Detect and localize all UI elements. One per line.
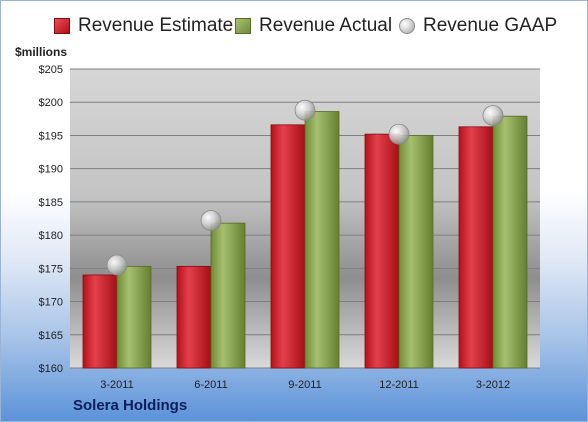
y-tick-label: $165: [39, 330, 63, 342]
bar-revenue-actual: [304, 111, 340, 369]
y-tick-label: $170: [39, 297, 63, 309]
x-axis-tick-labels: 3-2011 6-2011 9-2011 12-2011 3-2012: [100, 379, 510, 391]
legend-item-revenue-actual: Revenue Actual: [235, 15, 392, 37]
y-axis-tick-labels: $160 $165 $170 $175 $180 $185 $190 $195 $200 $205: [39, 64, 63, 375]
x-tick-label: 12-2011: [379, 379, 419, 391]
bar-revenue-estimate: [364, 133, 400, 369]
y-tick-label: $205: [39, 64, 63, 76]
legend-item-revenue-estimate: Revenue Estimate: [54, 15, 233, 37]
bar-revenue-actual: [210, 222, 246, 369]
y-axis-unit-label: $millions: [15, 45, 68, 59]
y-tick-label: $175: [39, 263, 63, 275]
legend-swatch-revenue-gaap: [399, 18, 415, 34]
bar-revenue-estimate: [458, 126, 494, 369]
y-tick-label: $195: [39, 130, 63, 142]
x-tick-label: 3-2011: [100, 379, 133, 391]
bar-revenue-estimate: [270, 124, 306, 369]
legend-item-revenue-gaap: Revenue GAAP: [399, 15, 557, 37]
gaap-markers: [106, 99, 504, 276]
bar-revenue-estimate: [176, 265, 212, 369]
x-tick-label: 3-2012: [476, 379, 510, 391]
y-tick-label: $160: [39, 363, 63, 375]
bars: [82, 111, 528, 369]
marker-revenue-gaap: [294, 99, 316, 121]
marker-revenue-gaap: [388, 123, 410, 145]
marker-revenue-gaap: [482, 105, 504, 126]
company-name: Solera Holdings: [73, 397, 188, 414]
legend-swatch-revenue-estimate: [54, 18, 70, 34]
marker-revenue-gaap: [106, 254, 128, 276]
y-tick-label: $200: [39, 97, 63, 109]
x-tick-label: 6-2011: [194, 379, 227, 391]
bar-revenue-actual: [398, 135, 434, 369]
y-tick-label: $185: [39, 197, 63, 209]
legend: Revenue Estimate Revenue Actual Revenue …: [1, 15, 587, 43]
legend-label-revenue-estimate: Revenue Estimate: [78, 15, 234, 36]
legend-label-revenue-actual: Revenue Actual: [259, 15, 393, 36]
legend-swatch-revenue-actual: [235, 18, 251, 34]
bar-revenue-estimate: [82, 274, 118, 369]
bar-revenue-actual: [492, 115, 528, 369]
x-tick-label: 9-2011: [288, 379, 321, 391]
y-tick-label: $180: [39, 230, 63, 242]
legend-label-revenue-gaap: Revenue GAAP: [423, 15, 558, 36]
marker-revenue-gaap: [200, 210, 222, 231]
y-tick-label: $190: [39, 164, 63, 176]
bar-revenue-actual: [116, 265, 152, 369]
